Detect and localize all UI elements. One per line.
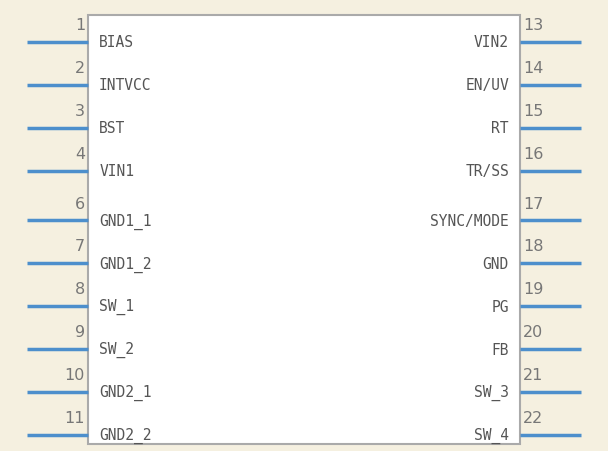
- Text: 19: 19: [523, 282, 544, 297]
- Text: 13: 13: [523, 18, 543, 33]
- Text: 16: 16: [523, 147, 544, 161]
- Text: BIAS: BIAS: [99, 35, 134, 51]
- Text: 10: 10: [64, 368, 85, 382]
- Text: 8: 8: [75, 282, 85, 297]
- Text: 2: 2: [75, 61, 85, 76]
- Bar: [88, 16, 520, 444]
- Text: 9: 9: [75, 325, 85, 340]
- Text: 20: 20: [523, 325, 543, 340]
- Text: 3: 3: [75, 104, 85, 119]
- Text: VIN1: VIN1: [99, 164, 134, 179]
- Text: BST: BST: [99, 121, 125, 136]
- Text: VIN2: VIN2: [474, 35, 509, 51]
- Text: 7: 7: [75, 239, 85, 254]
- Text: 22: 22: [523, 410, 543, 425]
- Text: GND1_2: GND1_2: [99, 256, 151, 272]
- Text: 15: 15: [523, 104, 544, 119]
- Text: 18: 18: [523, 239, 544, 254]
- Text: 14: 14: [523, 61, 544, 76]
- Text: 21: 21: [523, 368, 544, 382]
- Text: INTVCC: INTVCC: [99, 78, 151, 93]
- Text: SW_2: SW_2: [99, 341, 134, 358]
- Text: GND2_2: GND2_2: [99, 427, 151, 443]
- Text: SW_3: SW_3: [474, 384, 509, 400]
- Text: SW_4: SW_4: [474, 427, 509, 443]
- Text: 17: 17: [523, 196, 544, 211]
- Text: GND: GND: [483, 256, 509, 272]
- Text: GND1_1: GND1_1: [99, 213, 151, 229]
- Text: TR/SS: TR/SS: [465, 164, 509, 179]
- Text: GND2_1: GND2_1: [99, 384, 151, 400]
- Text: 4: 4: [75, 147, 85, 161]
- Text: FB: FB: [491, 342, 509, 357]
- Text: 1: 1: [75, 18, 85, 33]
- Text: 11: 11: [64, 410, 85, 425]
- Text: RT: RT: [491, 121, 509, 136]
- Text: EN/UV: EN/UV: [465, 78, 509, 93]
- Text: SW_1: SW_1: [99, 299, 134, 315]
- Text: 6: 6: [75, 196, 85, 211]
- Text: PG: PG: [491, 299, 509, 314]
- Text: SYNC/MODE: SYNC/MODE: [430, 213, 509, 229]
